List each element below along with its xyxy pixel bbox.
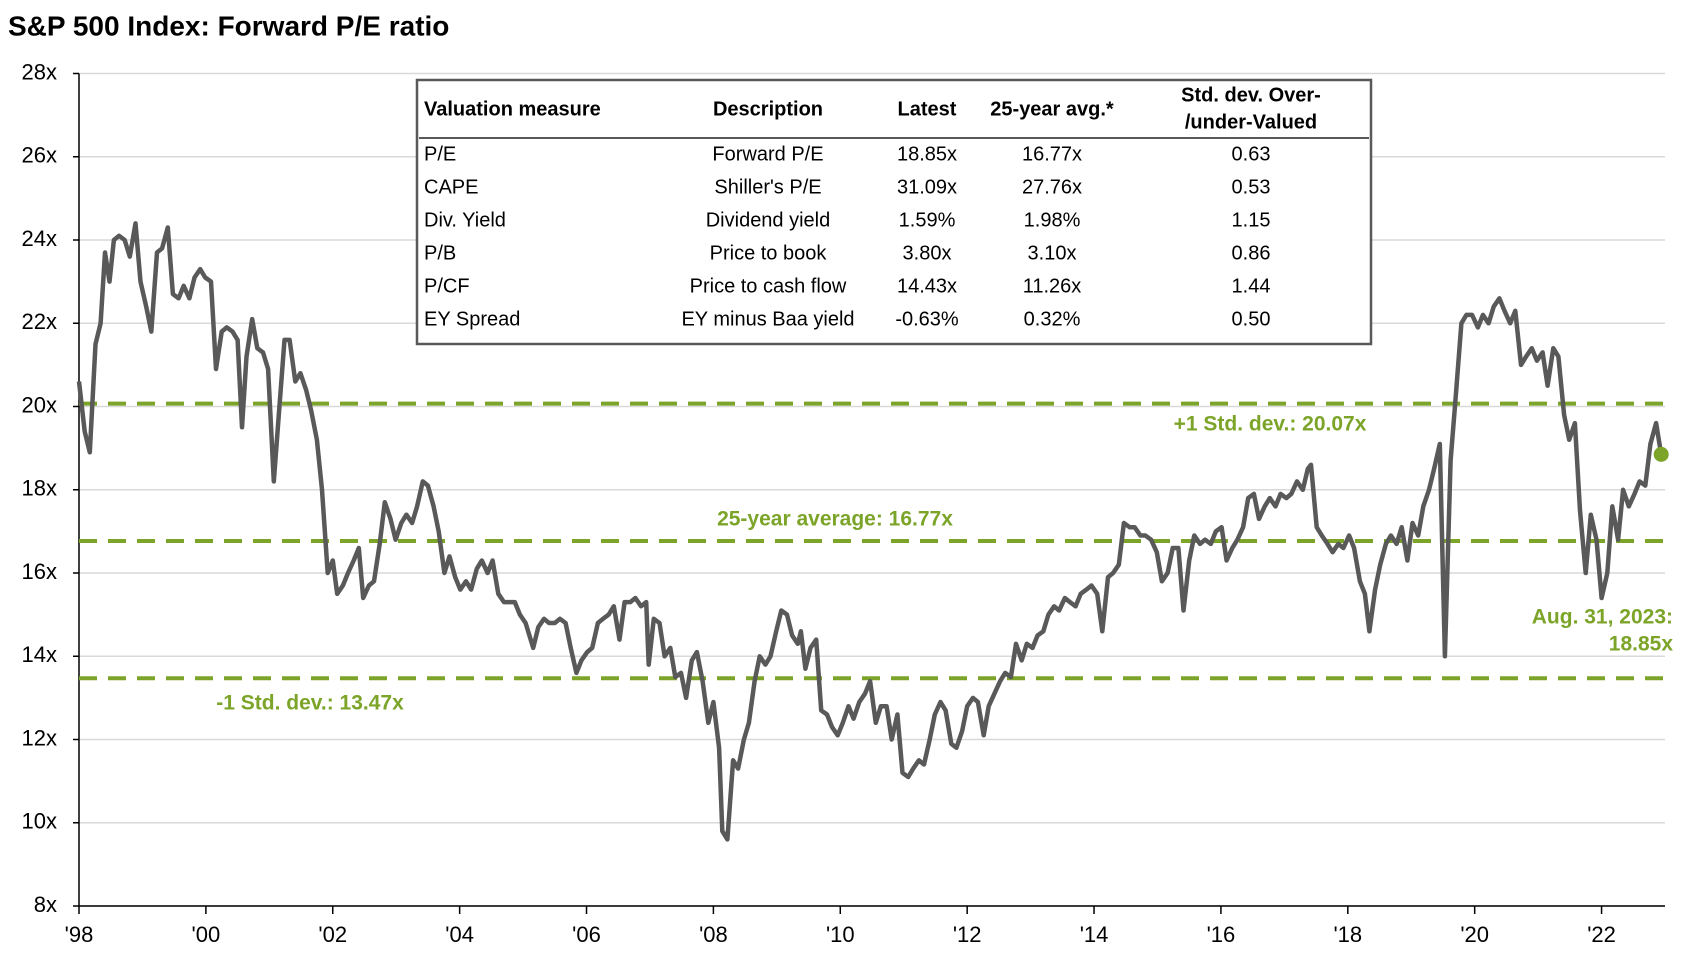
reference-label: 25-year average: 16.77x [717, 508, 953, 531]
table-cell: 11.26x [1023, 275, 1082, 297]
table-header: Description [713, 98, 823, 120]
end-label: Aug. 31, 2023: [1532, 606, 1673, 629]
end-label: 18.85x [1609, 633, 1674, 656]
reference-label: -1 Std. dev.: 13.47x [216, 692, 404, 715]
table-cell: 0.53 [1232, 176, 1271, 198]
table-cell: Price to cash flow [690, 275, 847, 297]
table-cell: P/B [424, 242, 456, 264]
table-cell: 0.32% [1024, 308, 1081, 330]
y-tick-label: 20x [22, 392, 57, 417]
x-tick-label: '20 [1460, 922, 1489, 947]
y-tick-label: 22x [22, 309, 57, 334]
table-cell: 0.63 [1232, 143, 1271, 165]
table-cell: 1.44 [1232, 275, 1271, 297]
x-tick-label: '04 [445, 922, 474, 947]
table-cell: 31.09x [897, 176, 957, 198]
table-cell: Dividend yield [706, 209, 831, 231]
table-cell: Forward P/E [712, 143, 823, 165]
reference-label: +1 Std. dev.: 20.07x [1174, 413, 1367, 436]
x-tick-label: '22 [1587, 922, 1616, 947]
x-tick-label: '16 [1207, 922, 1236, 947]
table-box [415, 78, 1373, 346]
y-tick-label: 24x [22, 226, 57, 251]
y-tick-label: 14x [22, 642, 57, 667]
x-tick-label: '12 [953, 922, 982, 947]
table-cell: Shiller's P/E [714, 176, 821, 198]
table-cell: 1.59% [899, 209, 956, 231]
table-cell: 27.76x [1022, 176, 1082, 198]
x-tick-label: '08 [699, 922, 728, 947]
table-cell: Div. Yield [424, 209, 506, 231]
x-tick-label: '10 [826, 922, 855, 947]
table-cell: Price to book [710, 242, 828, 264]
table-cell: 18.85x [897, 143, 957, 165]
x-tick-label: '98 [65, 922, 94, 947]
y-tick-label: 26x [22, 143, 57, 168]
table-header: Std. dev. Over- [1181, 84, 1321, 106]
table-cell: EY Spread [424, 308, 520, 330]
table-cell: 14.43x [897, 275, 957, 297]
table-header: Valuation measure [424, 98, 601, 120]
y-tick-label: 8x [34, 892, 57, 917]
x-tick-label: '02 [318, 922, 347, 947]
x-tick-label: '06 [572, 922, 601, 947]
y-tick-label: 28x [22, 59, 57, 84]
table-cell: 1.98% [1024, 209, 1081, 231]
table-cell: -0.63% [895, 308, 959, 330]
end-point [1653, 446, 1669, 462]
y-tick-label: 12x [22, 725, 57, 750]
x-tick-label: '18 [1333, 922, 1362, 947]
table-cell: 3.80x [903, 242, 952, 264]
x-tick-label: '14 [1080, 922, 1109, 947]
y-tick-label: 10x [22, 809, 57, 834]
table-header: Latest [898, 98, 957, 120]
x-tick-label: '00 [192, 922, 221, 947]
table-cell: 16.77x [1022, 143, 1082, 165]
series-line [76, 221, 1664, 842]
table-cell: P/CF [424, 275, 470, 297]
table-cell: P/E [424, 143, 456, 165]
y-tick-label: 16x [22, 559, 57, 584]
y-tick-label: 18x [22, 476, 57, 501]
table-header: /under-Valued [1185, 111, 1317, 133]
table-cell: 1.15 [1232, 209, 1271, 231]
table-cell: EY minus Baa yield [681, 308, 854, 330]
table-cell: 0.50 [1232, 308, 1271, 330]
table-cell: 0.86 [1232, 242, 1271, 264]
chart-title: S&P 500 Index: Forward P/E ratio [8, 10, 449, 41]
table-cell: CAPE [424, 176, 478, 198]
table-header: 25-year avg.* [990, 98, 1114, 120]
table-cell: 3.10x [1028, 242, 1077, 264]
